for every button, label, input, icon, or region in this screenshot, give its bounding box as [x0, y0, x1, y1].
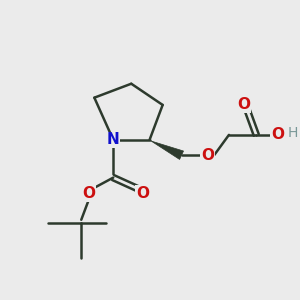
Text: N: N: [107, 132, 120, 147]
Text: O: O: [271, 128, 284, 142]
Text: O: O: [82, 186, 95, 201]
Text: O: O: [136, 186, 149, 201]
Text: O: O: [201, 148, 214, 163]
Text: H: H: [287, 126, 298, 140]
Polygon shape: [151, 141, 184, 159]
Text: O: O: [238, 97, 250, 112]
